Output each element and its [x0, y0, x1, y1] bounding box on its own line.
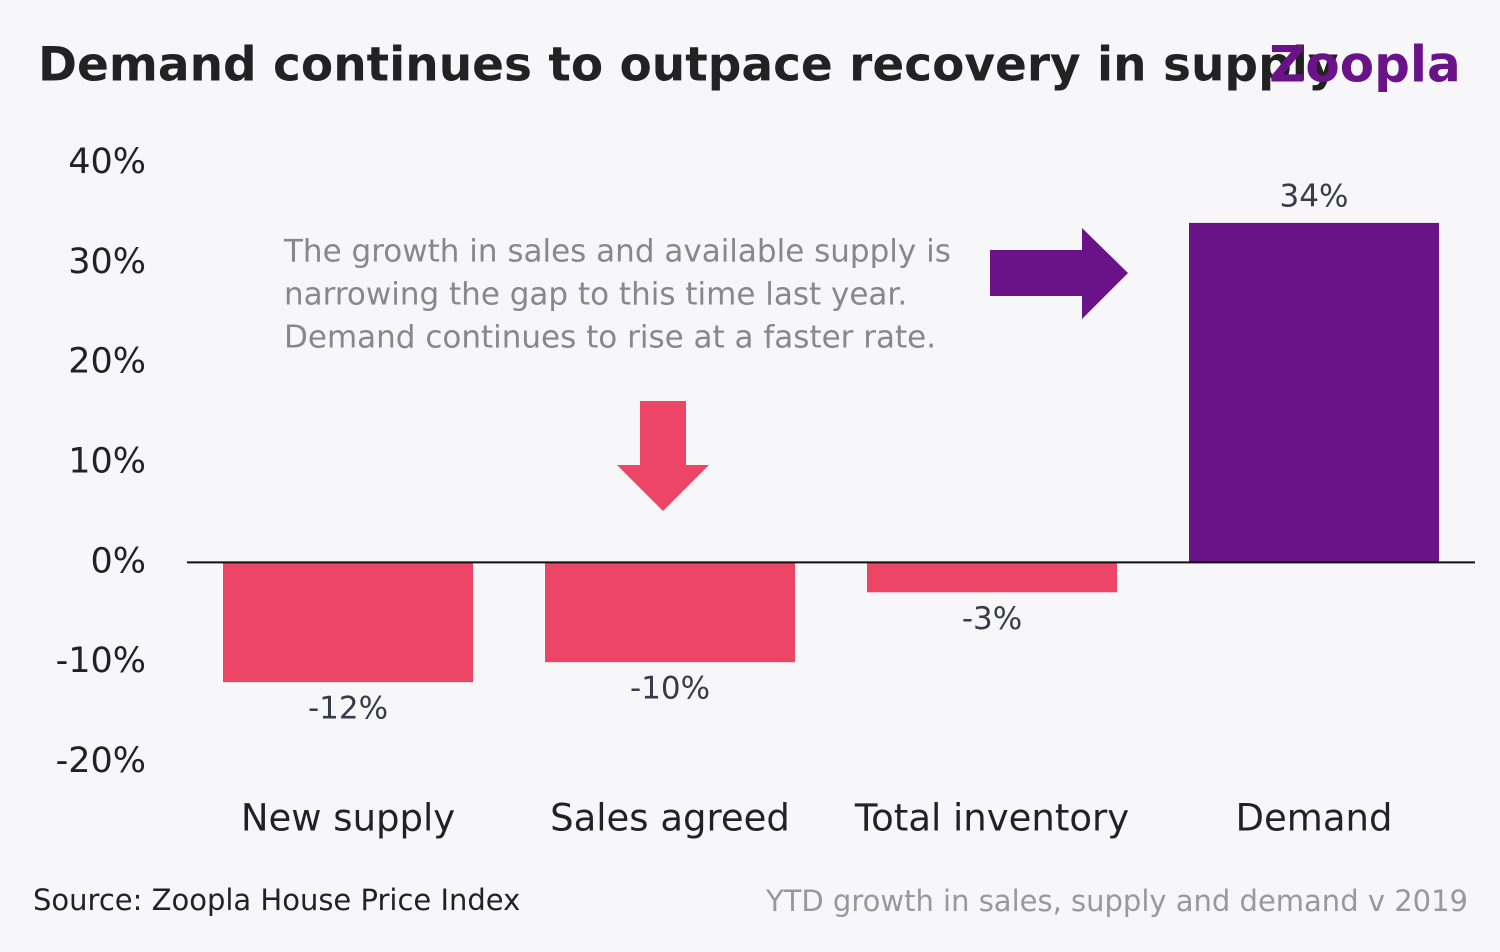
- value-label: 34%: [1280, 178, 1349, 214]
- bar: [867, 562, 1117, 593]
- logo: Zoopla: [1269, 36, 1461, 94]
- annotation: Demand continues to rise at a faster rat…: [284, 320, 936, 356]
- x-tick-label: Sales agreed: [550, 797, 790, 840]
- bar: [1189, 222, 1439, 563]
- bar: [223, 562, 473, 683]
- annotation: narrowing the gap to this time last year…: [284, 277, 907, 313]
- chart-title: Demand continues to outpace recovery in …: [38, 38, 1338, 93]
- y-tick-label: -20%: [56, 741, 146, 781]
- annotation: The growth in sales and available supply…: [283, 234, 951, 270]
- value-label: -12%: [308, 691, 388, 727]
- note: YTD growth in sales, supply and demand v…: [765, 884, 1468, 918]
- y-tick-label: 30%: [68, 242, 146, 282]
- arrow-down: [617, 401, 709, 511]
- source: Source: Zoopla House Price Index: [33, 883, 520, 917]
- y-tick-label: 0%: [90, 541, 146, 581]
- value-label: -3%: [962, 601, 1022, 637]
- x-tick-label: Demand: [1236, 797, 1393, 840]
- value-label: -10%: [630, 671, 710, 707]
- y-tick-label: 10%: [68, 442, 146, 482]
- y-tick-label: -10%: [56, 641, 146, 681]
- x-tick-label: Total inventory: [854, 797, 1129, 840]
- x-tick-label: New supply: [241, 797, 455, 840]
- bar: [545, 562, 795, 663]
- y-tick-label: 20%: [68, 342, 146, 382]
- arrow-right: [990, 228, 1128, 319]
- y-tick-label: 40%: [68, 142, 146, 182]
